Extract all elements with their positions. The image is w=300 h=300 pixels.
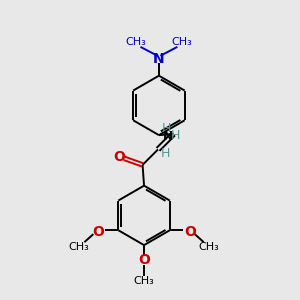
Text: H: H — [160, 147, 170, 161]
Text: N: N — [153, 52, 165, 66]
Text: O: O — [92, 225, 104, 239]
Text: CH₃: CH₃ — [171, 37, 192, 46]
Text: H: H — [162, 122, 171, 135]
Text: CH₃: CH₃ — [69, 242, 89, 252]
Text: O: O — [184, 225, 196, 239]
Text: H: H — [171, 129, 180, 142]
Text: O: O — [138, 253, 150, 267]
Text: CH₃: CH₃ — [134, 276, 154, 286]
Text: N: N — [163, 130, 173, 142]
Text: CH₃: CH₃ — [199, 242, 219, 252]
Text: CH₃: CH₃ — [126, 37, 146, 46]
Text: O: O — [114, 150, 126, 164]
